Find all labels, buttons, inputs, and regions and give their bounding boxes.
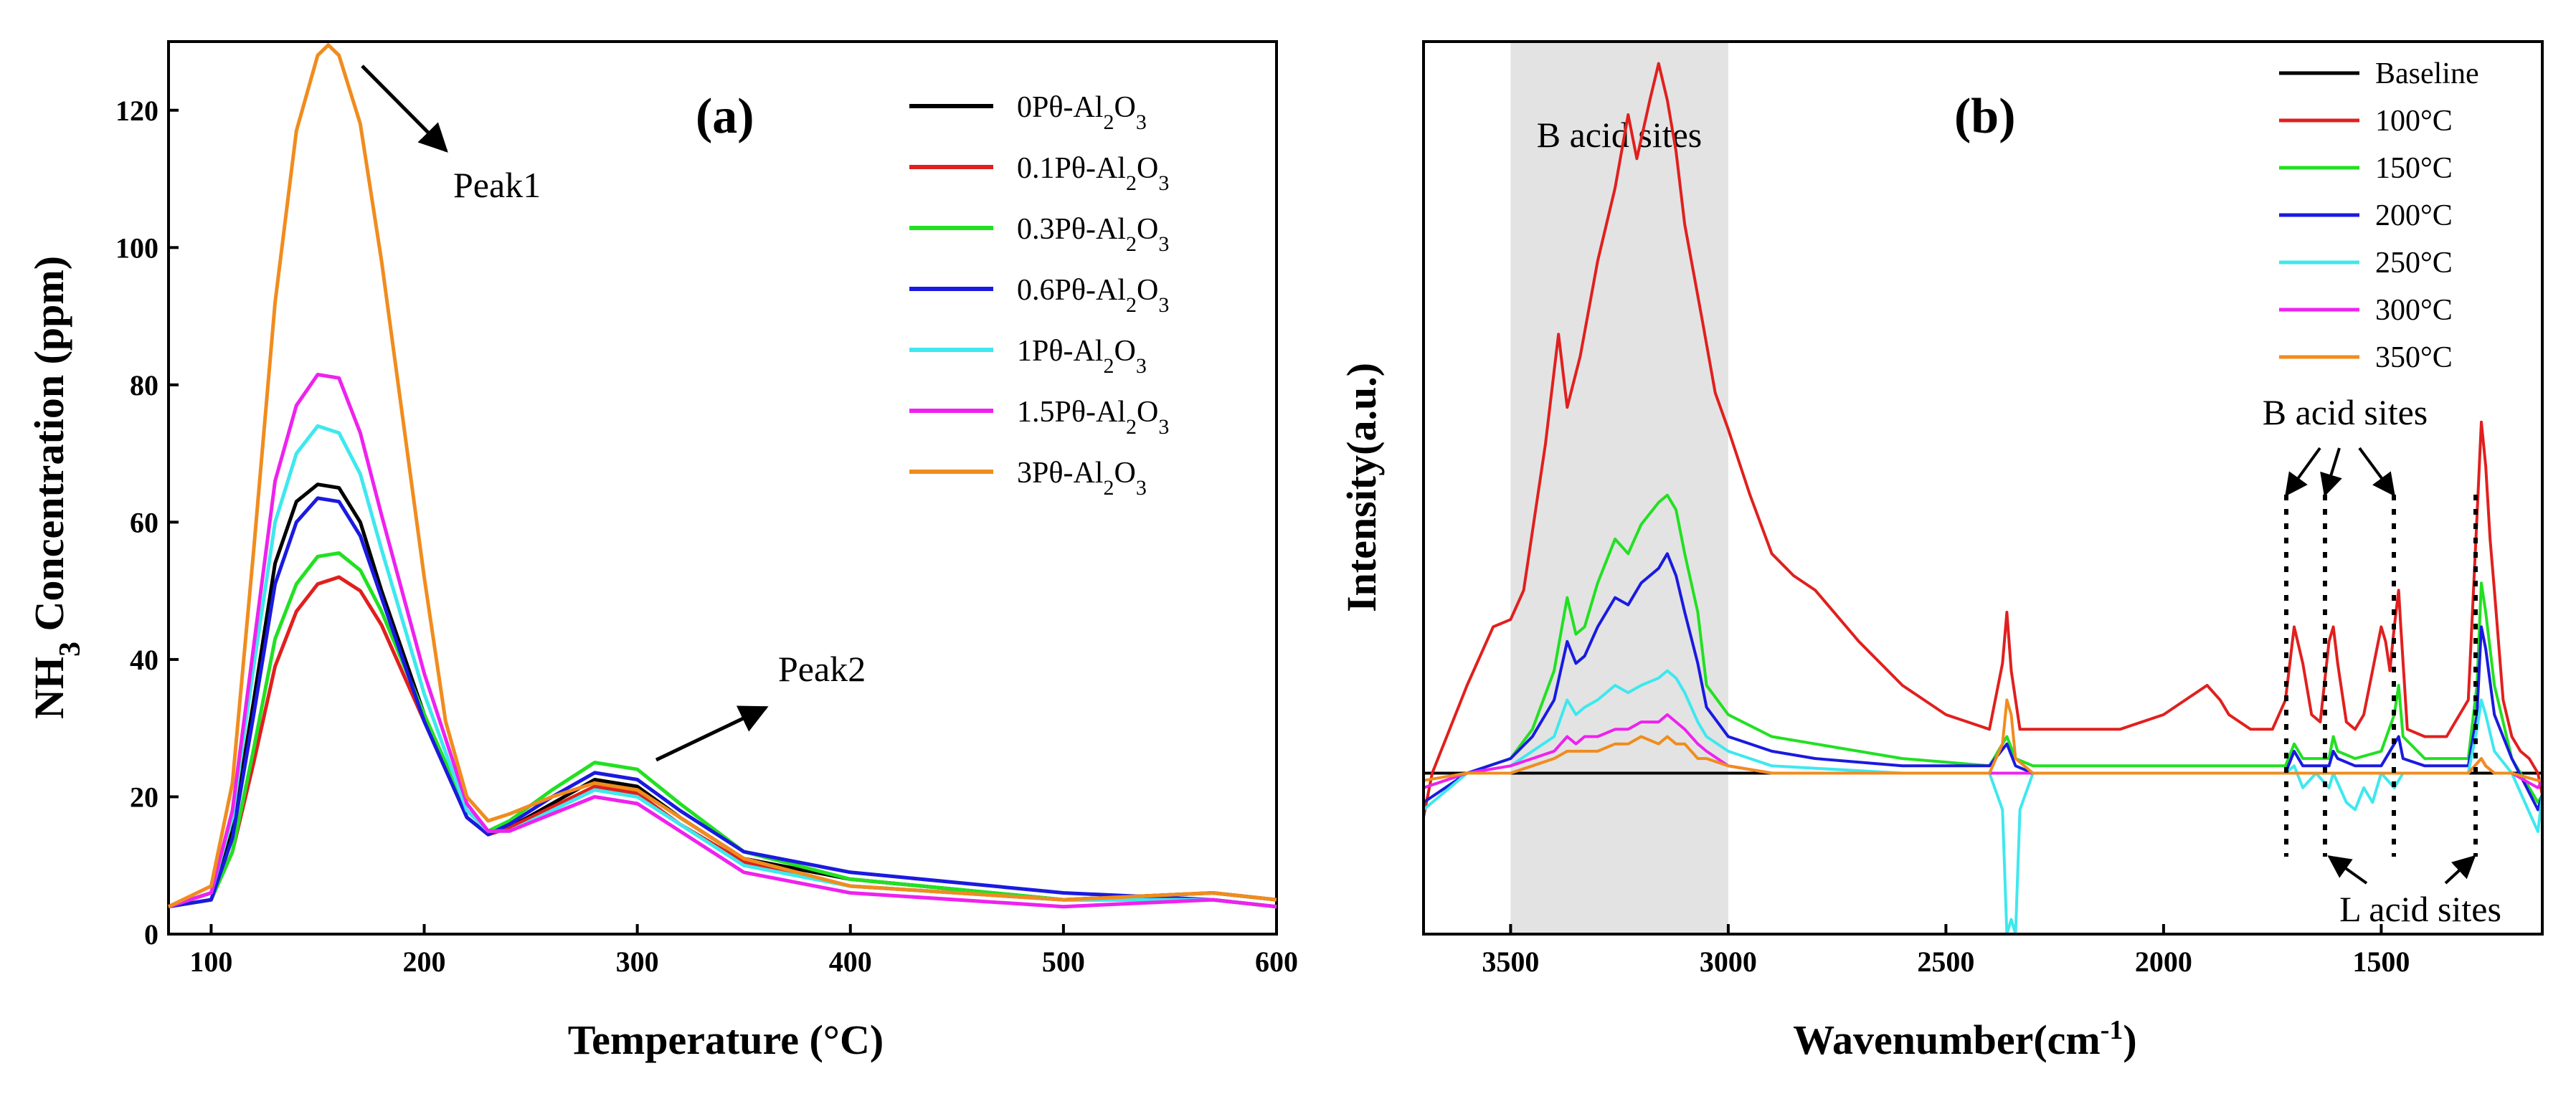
- a-legend-label-2: 0.3Pθ-Al2O3: [1017, 213, 1169, 256]
- chart-a-series: [167, 43, 1277, 909]
- peak1-arrow: [361, 65, 448, 153]
- l-acid-sites-label: L acid sites: [2339, 889, 2501, 929]
- a-legend-label-1: 0.1Pθ-Al2O3: [1017, 152, 1169, 195]
- chart-b-panel-label: (b): [1954, 89, 2016, 144]
- a-ytick-label-6: 120: [115, 95, 158, 127]
- b-series-line-1: [1422, 62, 2544, 818]
- a-legend-label-4: 1Pθ-Al2O3: [1017, 335, 1147, 378]
- b-legend-label-4: 250°C: [2375, 247, 2453, 280]
- b-legend-label-3: 200°C: [2375, 199, 2453, 232]
- a-series-line-3: [168, 496, 1277, 909]
- b-legend-label-5: 300°C: [2375, 294, 2453, 327]
- a-xtick-label-4: 500: [1042, 946, 1085, 978]
- chart-b-legend: Baseline 100°C 150°C 200°C 250°C 300°C 350°C: [2279, 57, 2479, 374]
- chart-b-ticks: 3500 3000 2500 2000 1500: [1482, 924, 2410, 978]
- chart-b-series: [1422, 62, 2544, 936]
- chart-a-ylabel: NH3 Concentration (ppm): [26, 256, 87, 719]
- a-legend-label-5: 1.5Pθ-Al2O3: [1017, 396, 1169, 439]
- a-xtick-label-2: 300: [616, 946, 659, 978]
- b-legend-label-1: 100°C: [2375, 105, 2453, 138]
- b-acid-arrow-1: [2285, 447, 2321, 497]
- chart-a-xlabel: Temperature (°C): [568, 1017, 884, 1063]
- a-ytick-label-0: 0: [144, 918, 158, 951]
- a-legend-label-3: 0.6Pθ-Al2O3: [1017, 274, 1169, 317]
- chart-b-xlabel: Wavenumber(cm-1): [1793, 1015, 2136, 1063]
- chart-panel-a: 100 200 300 400 500 600 0 20 40 60 80 100 120 (a) Pe…: [26, 40, 1298, 1063]
- b-xtick-label-1: 3000: [1700, 946, 1757, 978]
- b-series-line-6: [1423, 698, 2542, 782]
- chart-a-panel-label: (a): [696, 89, 754, 144]
- b-legend-label-2: 150°C: [2375, 152, 2453, 185]
- b-xtick-label-4: 1500: [2352, 946, 2410, 978]
- chart-b-ylabel: Intensity(a.u.): [1338, 363, 1385, 612]
- b-xtick-label-2: 2500: [1917, 946, 1974, 978]
- b-legend-label-6: 350°C: [2375, 341, 2453, 374]
- a-xtick-label-0: 100: [189, 946, 232, 978]
- chart-b-plot-area: [1422, 40, 2544, 936]
- a-ytick-label-1: 20: [130, 781, 158, 813]
- a-ytick-label-5: 100: [115, 232, 158, 264]
- a-ytick-label-3: 60: [130, 506, 158, 538]
- chart-a-legend: 0Pθ-Al2O3 0.1Pθ-Al2O3 0.3Pθ-Al2O3 0.6Pθ-Al2…: [909, 91, 1169, 500]
- b-legend-label-0: Baseline: [2375, 57, 2479, 90]
- l-acid-arrow-1: [2327, 855, 2368, 885]
- a-ytick-label-4: 80: [130, 369, 158, 401]
- a-xtick-label-3: 400: [829, 946, 872, 978]
- b-acid-sites-top-label: B acid sites: [1537, 115, 1703, 155]
- b-xtick-label-0: 3500: [1482, 946, 1539, 978]
- peak2-arrow: [655, 705, 769, 762]
- a-xtick-label-5: 600: [1255, 946, 1298, 978]
- a-series-line-4: [168, 424, 1277, 909]
- chart-a-ticks: 100 200 300 400 500 600 0 20 40 60 80 100 120: [115, 95, 1298, 978]
- peak2-label: Peak2: [778, 649, 866, 689]
- chart-a-plot-area: [167, 40, 1278, 936]
- a-xtick-label-1: 200: [403, 946, 446, 978]
- a-ytick-label-2: 40: [130, 644, 158, 676]
- a-legend-label-6: 3Pθ-Al2O3: [1017, 457, 1147, 500]
- b-acid-sites-right-label: B acid sites: [2263, 392, 2428, 432]
- b-acid-arrow-3: [2358, 447, 2395, 497]
- a-series-line-5: [168, 373, 1277, 909]
- a-series-line-6: [167, 43, 1277, 908]
- b-series-line-2: [1423, 493, 2544, 804]
- b-acid-shaded-region: [1510, 42, 1728, 934]
- a-legend-label-0: 0Pθ-Al2O3: [1017, 91, 1147, 134]
- chart-panel-b: B acid sites 3500 3000 2500 2000 1500 (b) B …: [1338, 40, 2544, 1063]
- peak1-label: Peak1: [453, 165, 541, 205]
- b-xtick-label-3: 2000: [2135, 946, 2192, 978]
- l-acid-arrow-2: [2444, 855, 2476, 885]
- b-acid-arrow-2: [2320, 447, 2342, 498]
- b-series-line-3: [1422, 552, 2544, 812]
